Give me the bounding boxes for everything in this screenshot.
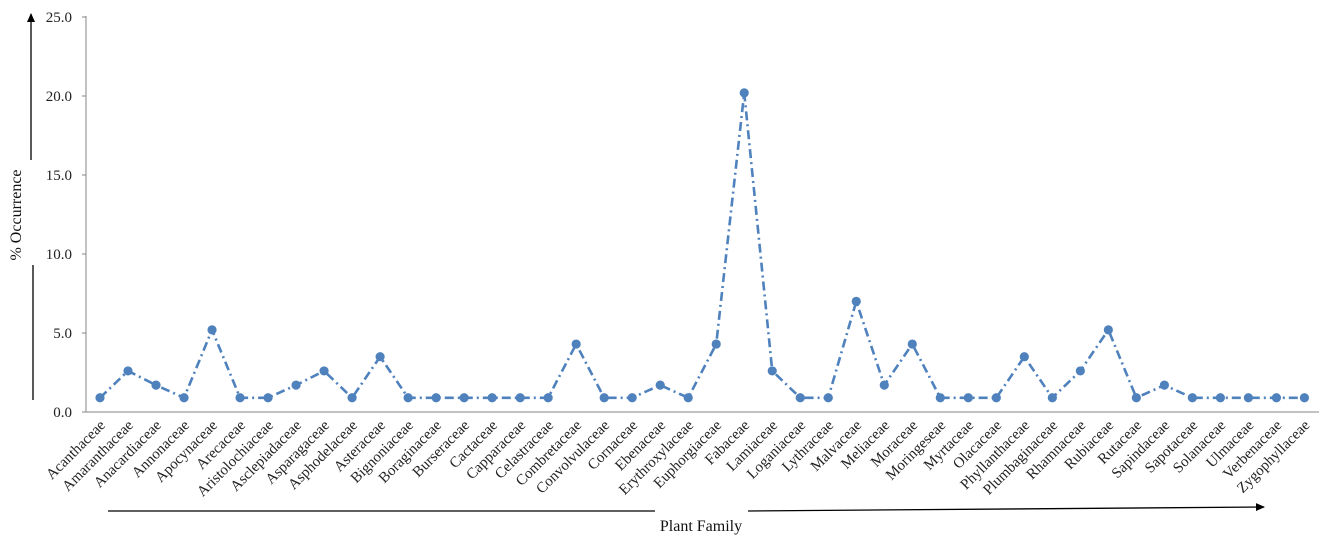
data-point [1019,352,1029,362]
y-tick-label: 15.0 [46,168,72,184]
data-point [935,393,945,403]
data-point [291,380,301,390]
data-point [263,393,273,403]
data-point [1271,393,1282,403]
data-point [599,393,609,403]
data-point [347,393,357,403]
data-point [319,366,329,376]
data-point [879,380,889,390]
series-line [99,91,1305,400]
data-point [1299,393,1310,403]
data-point [1103,325,1113,335]
x-axis-title-arrow-right [747,503,1265,512]
data-point [123,366,133,376]
data-point [1075,366,1085,376]
y-tick-label: 0.0 [53,405,72,421]
data-point [459,393,469,403]
data-point [515,393,525,403]
data-point [151,380,161,390]
data-point [179,393,189,403]
data-point [431,393,441,403]
data-point [627,393,637,403]
data-point [543,393,553,403]
data-point [207,325,217,335]
data-point [655,380,665,390]
data-point [739,88,749,98]
data-point [851,296,861,306]
data-point [1047,393,1057,403]
data-point [1215,393,1225,403]
series-group [95,88,1310,403]
data-point [963,393,973,403]
data-point [1243,393,1254,403]
y-tick-label: 25.0 [46,10,72,26]
data-point [1187,393,1197,403]
data-point [1159,380,1169,390]
data-point [683,393,693,403]
data-point [767,366,777,376]
data-point [235,393,245,403]
data-point [403,393,413,403]
y-tick-label: 10.0 [46,247,72,263]
data-point [1131,393,1141,403]
y-tick-group: 0.0 5.0 10.0 15.0 20.0 25.0 [46,10,86,421]
data-point [487,393,497,403]
data-point [991,393,1001,403]
data-point [95,393,105,403]
data-point [795,393,805,403]
x-tick-group: AcanthaceaeAmaranthaceaeAnacardiaceaeAnn… [43,417,1313,500]
x-axis-title: Plant Family [660,518,742,535]
data-point [823,393,833,403]
data-point [571,339,581,349]
data-point [711,339,721,349]
data-point [907,339,917,349]
y-tick-label: 5.0 [53,326,72,342]
data-point [375,352,385,362]
y-axis-title: % Occurrence [8,169,25,260]
y-tick-label: 20.0 [46,89,72,105]
